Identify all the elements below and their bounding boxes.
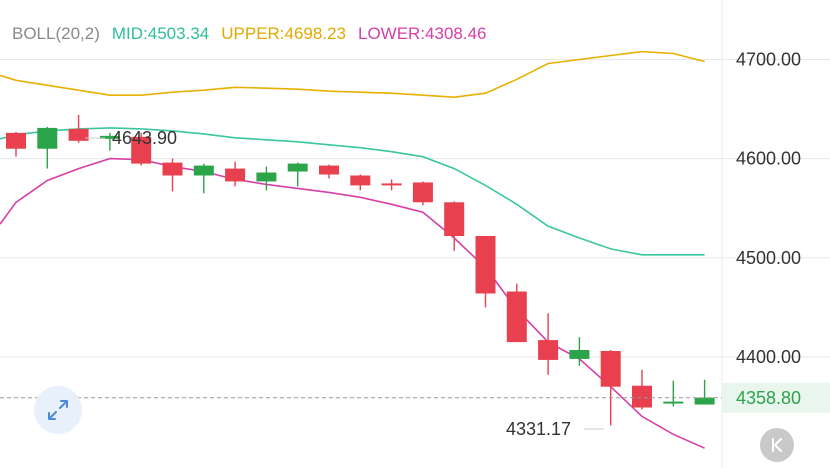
candle-body (506, 291, 527, 343)
legend-lower: LOWER:4308.46 (357, 24, 487, 43)
candle-body (444, 202, 465, 236)
candle (37, 126, 58, 169)
candle (444, 201, 465, 251)
candle (538, 313, 559, 375)
candle-body (663, 401, 684, 404)
price-axis: 4700.00 4600.00 4500.00 4400.00 (736, 49, 801, 366)
candle-body (162, 162, 183, 176)
candle (319, 164, 339, 179)
legend-mid: MID:4503.34 (111, 24, 210, 43)
candle-body (287, 163, 308, 172)
candle (381, 179, 402, 191)
skip-back-icon (772, 438, 782, 452)
candle-body (131, 136, 152, 164)
candle-body (68, 128, 89, 141)
candle-body (381, 183, 402, 186)
current-price-label: 4358.80 (736, 388, 801, 408)
candle (600, 350, 621, 426)
candle-body (225, 168, 246, 182)
candle (350, 174, 371, 191)
high-price-label: 4643.90 (112, 128, 177, 148)
mid-band-line (0, 127, 705, 256)
candle-body (475, 235, 496, 294)
expand-arrows-icon (48, 400, 68, 420)
y-tick-label: 4400.00 (736, 347, 801, 367)
candle (193, 163, 214, 194)
candle-body (37, 127, 58, 149)
candle (68, 115, 89, 143)
candle-body (319, 165, 339, 175)
candle (162, 158, 183, 192)
boll-legend: BOLL(20,2) MID:4503.34 UPPER:4698.23 LOW… (12, 24, 487, 44)
candle (475, 235, 496, 308)
candle (694, 379, 715, 405)
candle-body (350, 175, 371, 186)
candle (131, 132, 152, 166)
current-price: 4358.80 (0, 382, 830, 413)
candle-body (569, 350, 590, 359)
annotations: 4643.90 4331.17 (85, 128, 604, 439)
candle-body (256, 172, 277, 182)
candle-body (632, 385, 652, 408)
legend-upper: UPPER:4698.23 (221, 24, 346, 43)
candle-body (193, 165, 214, 176)
candle (99, 132, 120, 151)
expand-button[interactable] (34, 386, 82, 434)
scroll-to-latest-button[interactable] (760, 428, 794, 462)
candle (506, 283, 527, 343)
candle-body (538, 340, 559, 360)
low-price-label: 4331.17 (506, 419, 571, 439)
candle-body (694, 397, 715, 405)
candles (6, 115, 715, 426)
candle (663, 380, 684, 407)
candle (225, 161, 246, 187)
legend-indicator: BOLL(20,2) (12, 24, 100, 43)
candle (412, 181, 433, 206)
y-tick-label: 4600.00 (736, 149, 801, 169)
candle (569, 337, 590, 366)
candle-body (99, 135, 120, 139)
candle-body (412, 182, 433, 203)
y-tick-label: 4700.00 (736, 49, 801, 69)
upper-band-line (0, 50, 705, 99)
candle (287, 162, 308, 187)
candle-body (600, 351, 621, 387)
candle (632, 369, 652, 410)
bollinger-bands (0, 50, 705, 449)
candle (256, 166, 277, 191)
lower-band-line (0, 157, 705, 449)
candle-body (6, 132, 26, 149)
y-tick-label: 4500.00 (736, 248, 801, 268)
candle (6, 131, 26, 157)
